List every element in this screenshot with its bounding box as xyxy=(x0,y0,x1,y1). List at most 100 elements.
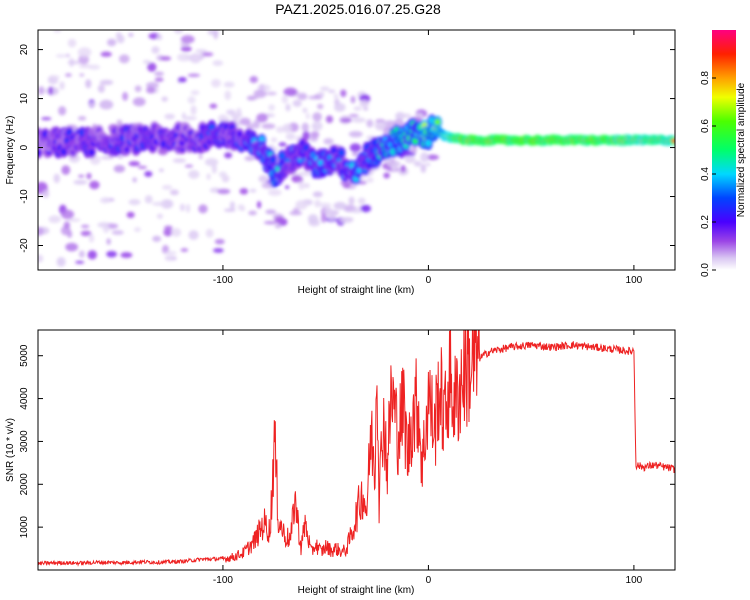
spectrogram-noise-blob xyxy=(189,53,202,64)
spectrogram-noise-blob xyxy=(80,224,90,229)
spectrogram-noise-blob xyxy=(100,51,112,57)
spectrogram-ridge-core xyxy=(88,148,95,156)
spectrogram-noise-blob xyxy=(348,114,359,118)
spectrogram-noise-blob xyxy=(77,47,92,58)
spectrogram-noise-blob xyxy=(163,251,177,255)
colorbar-gradient xyxy=(712,30,736,270)
spectrogram-noise-blob xyxy=(295,200,308,210)
spectrogram-noise-blob xyxy=(275,126,285,133)
spectrogram-noise-blob xyxy=(270,137,278,143)
spectrogram-noise-blob xyxy=(266,91,277,96)
snr-series-line xyxy=(38,330,675,567)
spectrogram-noise-blob xyxy=(213,248,224,253)
spectrogram-noise-blob xyxy=(194,49,208,53)
spectrogram-noise-blob xyxy=(151,46,160,54)
spectrogram-noise-blob xyxy=(217,188,231,195)
spectrogram-noise-blob xyxy=(366,177,374,183)
spectrogram-noise-blob xyxy=(304,183,310,189)
spectrogram-noise-blob xyxy=(348,196,355,206)
spectrogram-noise-blob xyxy=(248,210,257,216)
spectrogram-noise-blob xyxy=(163,228,173,237)
spectrogram-y-tick-label: 0 xyxy=(19,144,30,150)
spectrogram-noise-blob xyxy=(224,90,232,101)
snr-x-axis-label: Height of straight line (km) xyxy=(298,585,415,596)
spectrogram-noise-blob xyxy=(263,220,278,225)
spectrogram-noise-blob xyxy=(253,119,261,129)
spectrogram-noise-blob xyxy=(113,164,126,173)
snr-frame xyxy=(38,330,675,570)
figure-title: PAZ1.2025.016.07.25.G28 xyxy=(275,1,441,17)
spectrogram-noise-blob xyxy=(246,123,255,130)
snr-y-tick-label: 1000 xyxy=(19,516,30,539)
spectrogram-noise-blob xyxy=(210,78,221,88)
spectrogram-noise-blob xyxy=(312,112,322,122)
spectrogram-noise-blob xyxy=(128,161,141,167)
spectrogram-noise-blob xyxy=(359,99,370,108)
spectrogram-noise-blob xyxy=(261,123,276,130)
spectrogram-noise-blob xyxy=(100,155,114,160)
spectrogram-noise-blob xyxy=(102,223,110,234)
spectrogram-noise-blob xyxy=(340,180,353,186)
spectrogram-noise-blob xyxy=(67,60,81,65)
spectrogram-noise-blob xyxy=(333,201,347,210)
spectrogram-noise-blob xyxy=(298,181,305,190)
spectrogram-noise-blob xyxy=(184,164,194,168)
spectrogram-noise-blob xyxy=(256,200,262,209)
spectrogram-noise-blob xyxy=(420,152,429,163)
spectrogram-noise-blob xyxy=(80,230,92,237)
spectrogram-noise-blob xyxy=(400,164,406,173)
spectrogram-noise-blob xyxy=(349,143,362,153)
spectrogram-noise-blob xyxy=(340,118,353,123)
spectrogram-noise-blob xyxy=(65,242,79,252)
spectrogram-x-tick-label: 100 xyxy=(626,275,643,286)
spectrogram-noise-blob xyxy=(274,216,285,224)
spectrogram-noise-blob xyxy=(86,172,92,180)
spectrogram-noise-blob xyxy=(223,208,236,212)
spectrogram-y-tick-label: 20 xyxy=(19,44,30,56)
spectrogram-ridge-core xyxy=(338,149,345,157)
spectrogram-ridge-core xyxy=(269,156,276,164)
spectrogram-noise-blob xyxy=(185,203,191,213)
spectrogram-noise-blob xyxy=(415,112,424,118)
spectrogram-noise-blob xyxy=(187,73,201,78)
spectrogram-ridge-core xyxy=(279,152,286,160)
spectrogram-noise-blob xyxy=(404,155,416,164)
spectrogram-noise-blob xyxy=(107,38,117,47)
spectrogram-noise-blob xyxy=(383,172,390,179)
spectrogram-noise-blob xyxy=(205,228,214,238)
spectrogram-noise-blob xyxy=(292,99,302,107)
spectrogram-noise-blob xyxy=(118,54,130,64)
spectrogram-noise-blob xyxy=(314,199,321,208)
spectrogram-noise-blob xyxy=(319,202,332,208)
spectrogram-ridge-core xyxy=(38,149,41,157)
spectrogram-noise-blob xyxy=(120,252,133,258)
spectrogram-noise-blob xyxy=(297,171,312,177)
spectrogram-noise-blob xyxy=(156,213,164,219)
spectrogram-noise-blob xyxy=(180,46,192,52)
spectrogram-noise-blob xyxy=(352,151,358,157)
spectrogram-y-tick-label: -20 xyxy=(19,238,30,253)
spectrogram-noise-blob xyxy=(420,163,427,173)
spectrogram-noise-blob xyxy=(310,131,320,139)
spectrogram-noise-blob xyxy=(213,30,219,40)
spectrogram-noise-blob xyxy=(172,158,187,163)
spectrogram-noise-blob xyxy=(302,107,308,113)
spectrogram-noise-blob xyxy=(78,54,90,65)
snr-y-tick-label: 4000 xyxy=(19,387,30,410)
spectrogram-noise-blob xyxy=(78,250,85,258)
spectrogram-noise-blob xyxy=(48,215,61,224)
spectrogram-y-axis-label: Frequency (Hz) xyxy=(5,116,16,185)
spectrogram-noise-blob xyxy=(325,115,334,124)
spectrogram-noise-blob xyxy=(160,199,174,209)
spectrogram-noise-blob xyxy=(265,209,277,215)
spectrogram-noise-blob xyxy=(320,213,327,223)
spectrogram-noise-blob xyxy=(360,204,372,213)
spectrogram-noise-blob xyxy=(99,197,111,204)
snr-x-tick-label: -100 xyxy=(213,575,233,586)
spectrogram-noise-blob xyxy=(256,113,268,123)
spectrogram-noise-blob xyxy=(128,33,134,37)
spectrogram-noise-blob xyxy=(164,113,175,120)
spectrogram-noise-blob xyxy=(410,145,418,154)
spectrogram-noise-blob xyxy=(278,142,287,147)
